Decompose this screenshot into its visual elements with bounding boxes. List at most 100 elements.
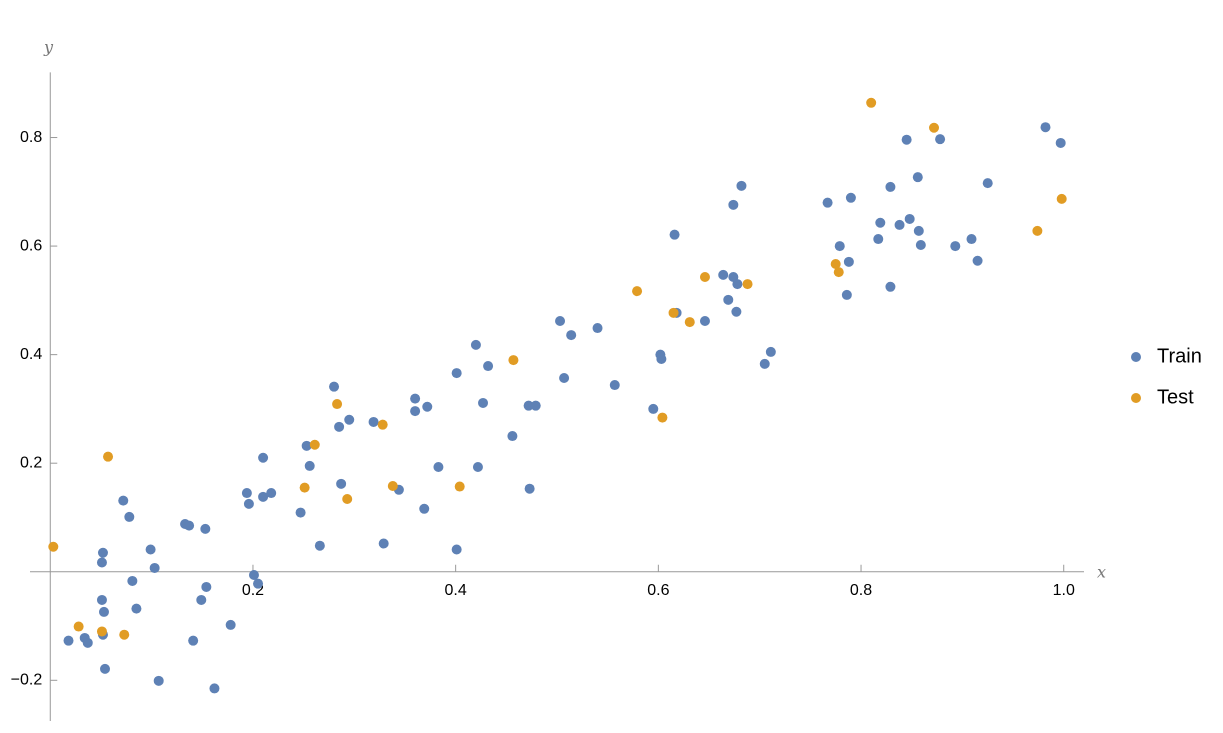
legend-label: Test [1157,386,1194,408]
point [904,213,915,224]
point [657,412,668,423]
point [833,267,844,278]
point [523,400,534,411]
point [508,355,519,366]
point [822,197,833,208]
point [555,315,566,326]
point [507,431,518,442]
point [188,635,199,646]
point [96,557,107,568]
point [592,323,603,334]
point [422,401,433,412]
point [334,421,345,432]
point [530,400,541,411]
point [196,594,207,605]
point [332,399,343,410]
point [248,569,259,580]
point [241,488,252,499]
point [209,683,220,694]
point [736,180,747,191]
point [301,440,312,451]
point [699,272,710,283]
point [266,488,277,499]
point [433,461,444,472]
point [344,414,355,425]
point [966,234,977,245]
point [309,439,320,450]
point [731,306,742,317]
point [843,256,854,267]
point [1056,193,1067,204]
point [82,637,93,648]
point [950,241,961,252]
point [295,507,306,518]
y-tick-label: 0.4 [20,346,42,363]
point [184,520,195,531]
point [127,575,138,586]
point [368,416,379,427]
point [377,419,388,430]
point [118,495,129,506]
point [1040,122,1051,133]
point [982,178,993,189]
x-tick-label: 1.0 [1053,582,1075,599]
point [632,286,643,297]
point [834,241,845,252]
point [410,406,421,417]
point [124,511,135,522]
point [845,192,856,203]
point [901,134,912,145]
point [478,397,489,408]
y-axis-label: y [43,38,54,57]
point [912,172,923,183]
point [336,478,347,489]
y-tick-label: −0.2 [11,672,43,689]
point [718,269,729,280]
point [972,255,983,266]
point [566,330,577,341]
point [145,544,156,555]
point [875,217,886,228]
x-tick-label: 0.6 [647,582,669,599]
point [410,393,421,404]
point [131,603,142,614]
point [98,606,109,617]
point [841,289,852,300]
point [73,621,84,632]
point [894,219,905,230]
legend-label: Train [1157,345,1202,367]
point [669,229,680,240]
point [609,380,620,391]
point [929,122,940,133]
x-axis-label: x [1097,563,1106,582]
point [200,523,211,534]
point [342,494,353,505]
point [63,635,74,646]
point [684,317,695,328]
x-tick-label: 0.4 [445,582,467,599]
point [483,361,494,372]
point [103,451,114,462]
legend-marker [1131,393,1141,403]
point [728,199,739,210]
point [97,547,108,558]
point [378,538,389,549]
point [96,626,107,637]
point [648,403,659,414]
point [225,619,236,630]
legend-marker [1131,352,1141,362]
point [732,279,743,290]
point [119,629,130,640]
point [299,482,310,493]
point [314,540,325,551]
y-tick-label: 0.2 [20,454,42,471]
point [304,460,315,471]
point [935,134,946,145]
point [253,578,264,589]
point [524,483,535,494]
point [48,541,59,552]
point [153,675,164,686]
point [668,307,679,318]
point [885,281,896,292]
